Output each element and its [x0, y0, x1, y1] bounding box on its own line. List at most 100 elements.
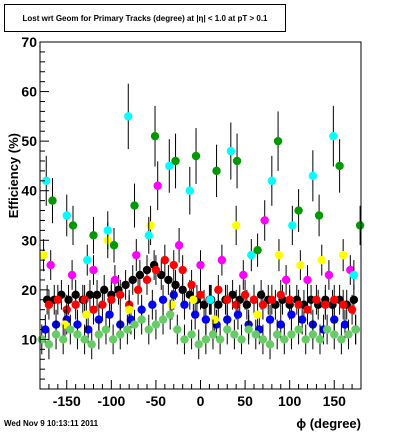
data-point: [214, 285, 223, 295]
data-point: [103, 226, 112, 235]
data-point: [249, 295, 259, 304]
data-point: [253, 246, 262, 255]
data-point: [173, 325, 182, 334]
data-point: [58, 335, 68, 344]
data-point: [123, 325, 132, 334]
data-point: [137, 315, 146, 324]
data-point: [267, 295, 277, 304]
data-point: [308, 171, 318, 181]
data-point: [146, 221, 155, 230]
data-point: [165, 161, 174, 171]
data-point: [151, 265, 161, 275]
data-point: [169, 290, 178, 300]
x-axis-label: ϕ (degree): [296, 416, 361, 431]
data-point: [100, 285, 109, 295]
data-point: [296, 260, 305, 270]
data-point: [89, 231, 98, 240]
data-point: [178, 285, 187, 295]
data-point: [109, 241, 119, 250]
y-tick-label: 60: [21, 84, 37, 100]
data-point: [89, 305, 98, 314]
data-point: [185, 186, 194, 195]
data-point: [180, 300, 189, 309]
data-point: [276, 320, 285, 329]
plot-area: [40, 42, 361, 389]
x-tick-label: -50: [146, 393, 166, 409]
data-point: [151, 320, 161, 329]
data-point: [171, 280, 180, 290]
data-point: [232, 156, 242, 166]
data-point: [258, 300, 268, 309]
data-point: [158, 295, 168, 304]
y-tick-label: 70: [21, 34, 37, 50]
x-tick-label: 50: [237, 393, 253, 409]
data-point: [196, 290, 205, 300]
data-point: [272, 330, 282, 339]
data-point: [82, 310, 91, 319]
data-point: [80, 295, 89, 304]
data-point: [215, 335, 225, 344]
x-tick-label: 0: [197, 393, 205, 409]
data-point: [42, 176, 51, 185]
data-point: [41, 325, 50, 334]
data-point: [212, 166, 221, 176]
data-point: [258, 335, 268, 344]
axes: -150 -100 -50 0 50 100 150 10 20 30 40 50 60 70: [21, 34, 362, 409]
data-point: [294, 325, 303, 334]
data-point: [288, 221, 297, 230]
data-point: [121, 280, 130, 290]
data-point: [191, 151, 201, 161]
data-point: [244, 325, 253, 334]
data-point: [338, 300, 348, 309]
data-point: [308, 330, 318, 339]
data-point: [89, 265, 98, 275]
x-tick-label: -100: [97, 393, 125, 409]
data-point: [153, 181, 162, 190]
y-tick-label: 40: [21, 183, 37, 199]
data-point: [231, 300, 241, 309]
data-point: [180, 335, 189, 344]
data-point: [53, 295, 63, 304]
data-point: [265, 340, 275, 349]
data-point: [48, 196, 57, 205]
data-point: [226, 146, 236, 156]
data-point: [94, 330, 104, 339]
data-point: [228, 290, 237, 300]
data-point: [233, 310, 243, 319]
data-point: [294, 206, 303, 215]
data-point: [116, 290, 125, 300]
data-point: [223, 325, 232, 334]
data-point: [287, 330, 296, 339]
data-point: [142, 275, 152, 285]
data-point: [281, 275, 291, 285]
data-point: [158, 315, 168, 324]
data-point: [194, 340, 203, 349]
data-point: [110, 275, 120, 285]
data-point: [314, 211, 324, 220]
data-point: [124, 112, 133, 121]
data-point: [85, 290, 95, 300]
data-point: [92, 290, 102, 300]
data-point: [187, 280, 196, 290]
data-point: [297, 315, 307, 324]
data-point: [64, 295, 73, 304]
data-point: [187, 330, 196, 339]
data-point: [239, 270, 248, 280]
data-point: [68, 221, 78, 230]
data-point: [206, 295, 215, 304]
data-point: [51, 330, 61, 339]
data-point: [144, 325, 153, 334]
data-point: [280, 335, 289, 344]
data-point: [274, 250, 284, 260]
data-point: [267, 176, 277, 185]
x-tick-label: -150: [53, 393, 81, 409]
data-point: [44, 300, 54, 309]
data-point: [66, 325, 75, 334]
x-tick-label: 150: [323, 393, 347, 409]
data-point: [273, 136, 283, 146]
data-point: [189, 295, 198, 304]
data-point: [303, 305, 312, 314]
data-point: [324, 270, 334, 280]
data-point: [135, 270, 145, 280]
